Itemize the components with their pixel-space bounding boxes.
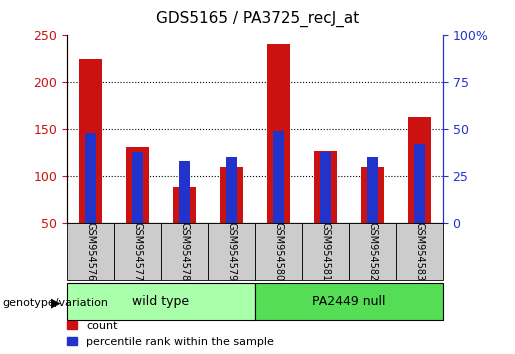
Bar xyxy=(319,152,331,223)
FancyBboxPatch shape xyxy=(161,223,208,280)
Bar xyxy=(272,131,284,223)
FancyBboxPatch shape xyxy=(349,223,396,280)
FancyBboxPatch shape xyxy=(67,223,114,280)
Bar xyxy=(314,151,337,223)
Bar xyxy=(267,44,290,223)
FancyBboxPatch shape xyxy=(208,223,255,280)
Bar xyxy=(226,157,237,223)
Legend: count, percentile rank within the sample: count, percentile rank within the sample xyxy=(67,321,274,347)
FancyBboxPatch shape xyxy=(302,223,349,280)
Bar xyxy=(179,161,191,223)
Bar xyxy=(220,167,243,223)
FancyBboxPatch shape xyxy=(114,223,161,280)
Text: GSM954576: GSM954576 xyxy=(85,222,95,281)
Text: GSM954579: GSM954579 xyxy=(227,222,236,281)
FancyBboxPatch shape xyxy=(67,283,255,320)
FancyBboxPatch shape xyxy=(255,283,443,320)
Text: PA2449 null: PA2449 null xyxy=(312,295,386,308)
Text: genotype/variation: genotype/variation xyxy=(3,298,109,308)
Text: GSM954582: GSM954582 xyxy=(367,222,377,281)
Text: GSM954581: GSM954581 xyxy=(320,222,331,281)
FancyBboxPatch shape xyxy=(255,223,302,280)
Text: GDS5165 / PA3725_recJ_at: GDS5165 / PA3725_recJ_at xyxy=(156,11,359,27)
Text: GSM954583: GSM954583 xyxy=(415,222,424,281)
Bar xyxy=(360,167,384,223)
Bar xyxy=(84,133,96,223)
Bar xyxy=(131,152,143,223)
Text: GSM954577: GSM954577 xyxy=(132,222,143,281)
FancyBboxPatch shape xyxy=(396,223,443,280)
Text: GSM954578: GSM954578 xyxy=(179,222,190,281)
Text: ▶: ▶ xyxy=(51,296,61,309)
Bar xyxy=(414,144,425,223)
Text: GSM954580: GSM954580 xyxy=(273,222,283,281)
Bar xyxy=(126,147,149,223)
Bar xyxy=(408,117,431,223)
Bar xyxy=(173,187,196,223)
Text: wild type: wild type xyxy=(132,295,190,308)
Bar xyxy=(367,157,379,223)
Bar xyxy=(79,59,102,223)
